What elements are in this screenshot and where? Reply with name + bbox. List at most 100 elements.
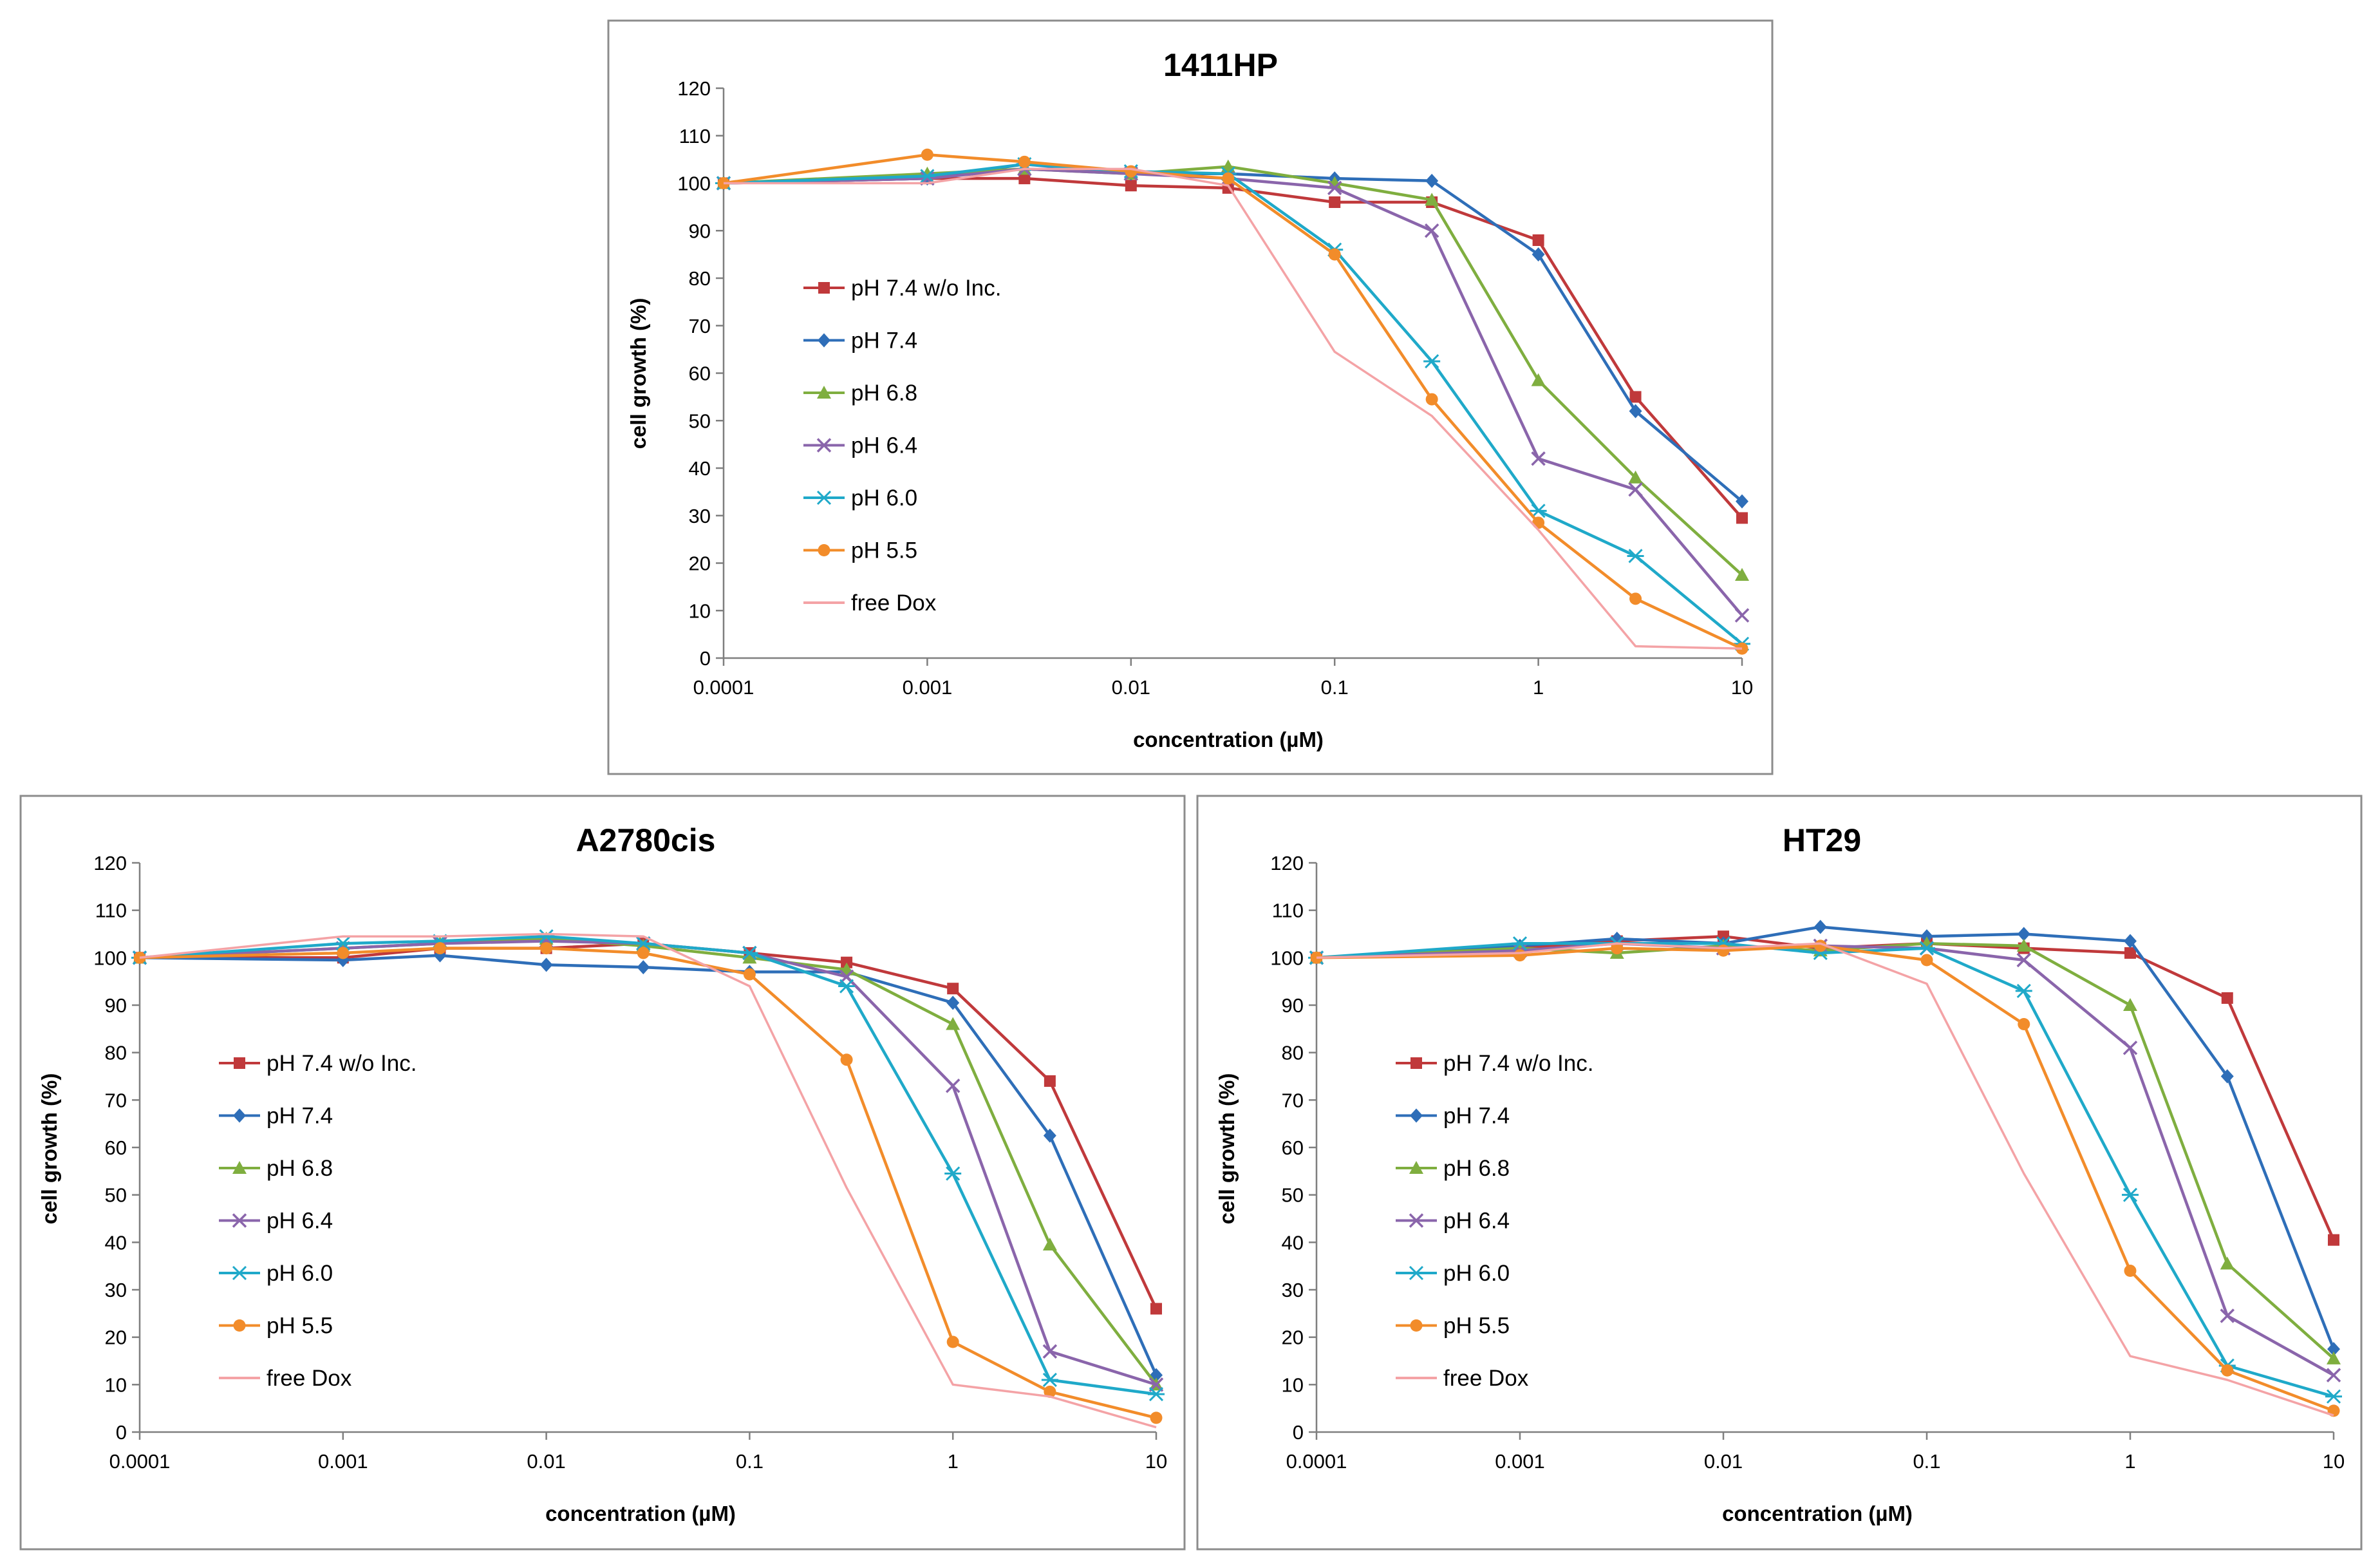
legend-entry: pH 7.4 w/o Inc.: [803, 276, 1001, 301]
data-point: [133, 951, 146, 964]
x-tick-label: 0.01: [1112, 676, 1150, 699]
data-point: [838, 979, 856, 994]
data-point: [2221, 992, 2233, 1004]
data-point: [2122, 1041, 2138, 1055]
data-point: [1150, 1303, 1162, 1315]
legend-entry: pH 6.8: [219, 1156, 333, 1181]
y-tick-label: 110: [1272, 900, 1304, 922]
series-line: [1316, 941, 2335, 1377]
y-tick-label: 10: [689, 599, 711, 622]
legend-swatch-marker: [232, 1161, 247, 1174]
data-point: [2124, 947, 2136, 959]
data-point: [2124, 934, 2137, 948]
data-point: [741, 945, 758, 961]
data-point: [1736, 494, 1748, 509]
data-point: [1512, 936, 1528, 951]
legend-label: free Dox: [267, 1366, 352, 1391]
y-tick-label: 10: [1282, 1373, 1304, 1396]
legend-label: pH 6.0: [851, 486, 917, 511]
legend-label: pH 5.5: [267, 1314, 333, 1339]
data-point: [946, 995, 960, 1010]
y-tick-label: 120: [93, 852, 127, 874]
legend-label: pH 7.4: [851, 328, 917, 354]
y-tick-label: 70: [105, 1089, 127, 1111]
data-point: [1310, 951, 1323, 964]
legend-label: pH 5.5: [1443, 1314, 1510, 1339]
data-point: [1628, 470, 1643, 484]
panel-1411hp: 1411HP concentration (µM) cell growth (%…: [607, 19, 1774, 775]
data-point: [1530, 504, 1547, 518]
legend-entry: pH 5.5: [1396, 1314, 1510, 1339]
series-line: [139, 932, 1157, 1429]
x-tick-label: 0.01: [527, 1450, 565, 1473]
series-ph-7-4: [133, 948, 1163, 1382]
x-tick-label: 1: [1533, 676, 1544, 699]
series-line: [139, 954, 1158, 1376]
data-point: [2122, 1187, 2139, 1202]
y-tick-label: 90: [105, 994, 127, 1017]
data-point: [1425, 393, 1438, 406]
series-line: [1316, 941, 2334, 1398]
legend-swatch-marker: [1409, 1161, 1423, 1174]
y-axis-title: cell growth (%): [1215, 1073, 1239, 1225]
legend-label: pH 6.0: [1443, 1261, 1510, 1286]
x-tick-label: 0.0001: [1286, 1450, 1347, 1473]
y-tick-label: 50: [689, 410, 711, 432]
y-tick-label: 100: [1270, 947, 1304, 969]
series-line: [723, 167, 1743, 617]
legend-swatch-marker: [816, 490, 832, 505]
data-point: [637, 947, 650, 959]
legend-swatch-marker: [232, 1213, 247, 1228]
y-tick-label: 60: [105, 1137, 127, 1159]
legend-label: pH 7.4: [267, 1104, 333, 1129]
legend-entry: free Dox: [803, 590, 937, 616]
data-point: [1042, 1238, 1057, 1251]
data-point: [1736, 512, 1748, 524]
data-point: [2325, 1389, 2342, 1404]
legend-swatch-marker: [818, 544, 830, 556]
data-point: [2327, 1342, 2340, 1357]
data-point: [2328, 1234, 2339, 1246]
data-point: [2016, 952, 2032, 968]
legend-entry: pH 7.4: [1396, 1104, 1510, 1129]
y-tick-label: 30: [105, 1279, 127, 1301]
y-tick-label: 60: [1282, 1137, 1304, 1159]
series-free-dox: [139, 932, 1157, 1429]
y-tick-label: 70: [689, 315, 711, 337]
data-point: [1918, 941, 1935, 956]
y-tick-label: 10: [105, 1373, 127, 1396]
panel-a2780cis: A2780cis concentration (µM) cell growth …: [19, 795, 1186, 1551]
x-axis-title: concentration (µM): [1722, 1502, 1913, 1525]
legend-swatch-marker: [818, 333, 830, 348]
data-point: [1424, 223, 1439, 238]
legend-entry: pH 6.4: [219, 1209, 333, 1234]
data-point: [1734, 608, 1750, 623]
x-axis-title: concentration (µM): [545, 1502, 736, 1525]
x-tick-label: 10: [1145, 1450, 1167, 1473]
x-tick-label: 10: [2323, 1450, 2345, 1473]
legend-entry: pH 7.4: [219, 1104, 333, 1129]
data-point: [1717, 944, 1730, 957]
data-point: [1329, 196, 1341, 208]
legend-swatch-marker: [818, 282, 830, 294]
legend-entry: pH 5.5: [803, 538, 917, 563]
data-point: [334, 936, 351, 951]
y-tick-label: 50: [105, 1184, 127, 1207]
data-point: [1327, 180, 1342, 196]
legend-entry: pH 7.4 w/o Inc.: [1396, 1051, 1593, 1076]
y-tick-label: 20: [689, 552, 711, 575]
y-tick-label: 0: [700, 647, 711, 670]
legend-entry: pH 6.8: [1396, 1156, 1510, 1181]
data-point: [2220, 1256, 2235, 1270]
data-point: [1532, 247, 1545, 262]
data-point: [1920, 954, 1933, 967]
data-point: [2326, 1368, 2341, 1382]
x-tick-label: 0.1: [736, 1450, 764, 1473]
data-point: [1044, 1385, 1056, 1398]
series-line: [1316, 942, 2334, 1417]
data-point: [2017, 927, 2030, 941]
panel-frame: [1196, 795, 2363, 1551]
x-tick-label: 0.1: [1913, 1450, 1940, 1473]
data-point: [1531, 373, 1546, 386]
data-point: [539, 958, 553, 972]
